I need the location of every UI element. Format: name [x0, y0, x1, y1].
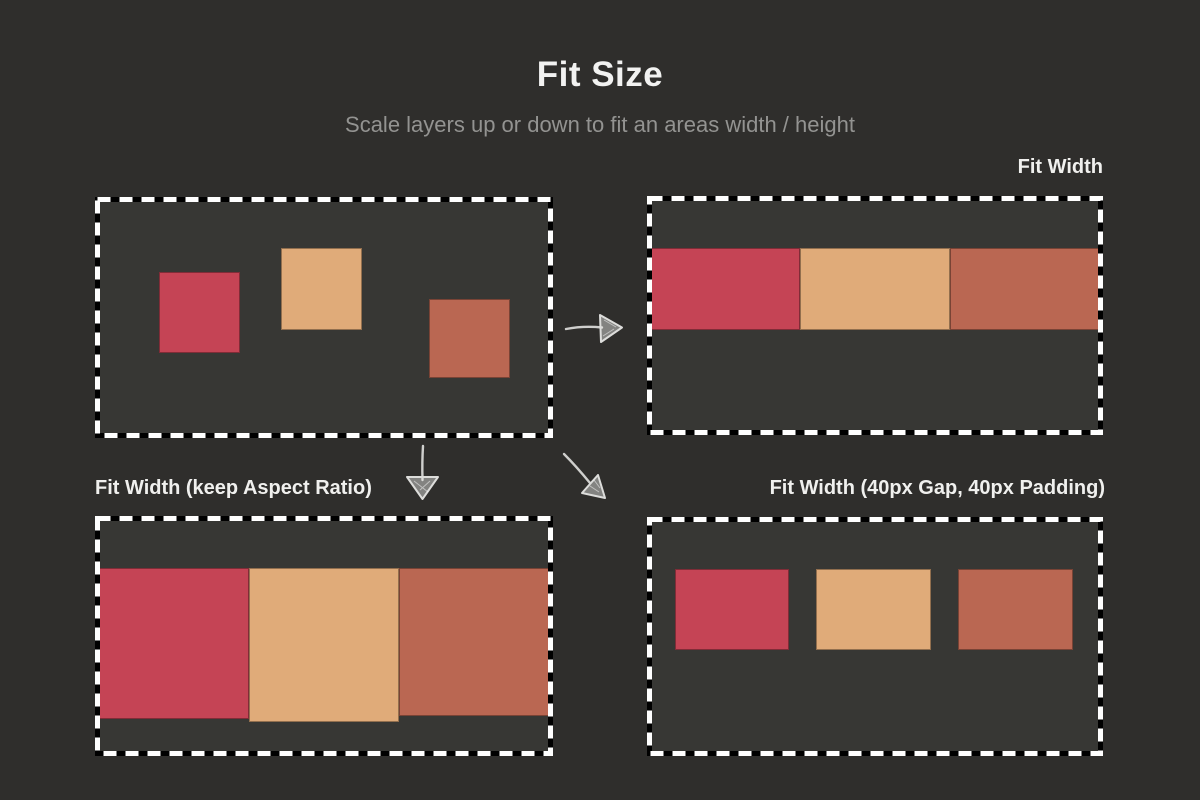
label-fit-width-aspect: Fit Width (keep Aspect Ratio): [95, 477, 372, 500]
panel-fit-width-gap-padding: [647, 517, 1103, 756]
layer-tan: [816, 569, 931, 650]
arrow-diagonal-icon: [562, 452, 606, 499]
layer-red: [159, 272, 240, 353]
page-title: Fit Size: [536, 55, 664, 94]
panel-original: [95, 197, 553, 438]
layer-rust: [958, 569, 1073, 650]
layer-tan: [249, 568, 399, 722]
panel-fit-width: [647, 196, 1103, 435]
label-fit-width-text: Fit Width: [1017, 156, 1103, 178]
layer-red: [99, 568, 249, 719]
layer-red: [651, 248, 800, 330]
label-fit-width-gap-padding: Fit Width (40px Gap, 40px Padding): [770, 477, 1105, 500]
layer-rust: [399, 568, 549, 716]
page-subtitle: Scale layers up or down to fit an areas …: [345, 112, 855, 137]
label-fit-width-gap-padding-text: Fit Width (40px Gap, 40px Padding): [769, 477, 1105, 499]
arrow-right-icon: [564, 314, 623, 343]
layer-rust: [429, 299, 510, 378]
layer-rust: [950, 248, 1099, 330]
layer-tan: [800, 248, 950, 330]
arrow-down-icon: [406, 444, 439, 500]
label-fit-width: Fit Width: [1018, 156, 1103, 179]
layer-tan: [281, 248, 362, 330]
panel-fit-width-aspect: [95, 516, 553, 756]
label-fit-width-aspect-text: Fit Width (keep Aspect Ratio): [95, 477, 372, 499]
layer-red: [675, 569, 789, 650]
